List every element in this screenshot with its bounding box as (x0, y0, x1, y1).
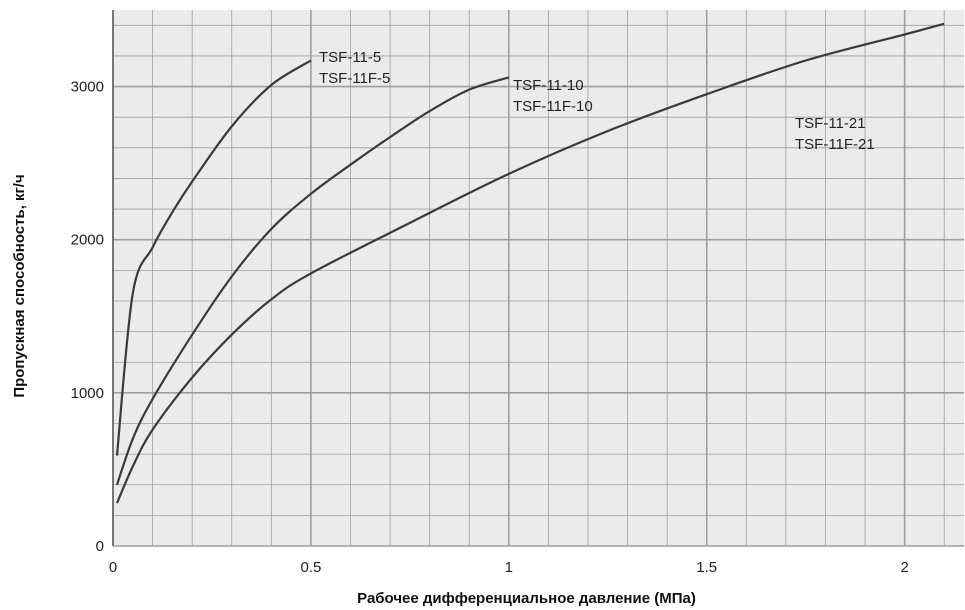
series-label-3: TSF-11-21 TSF-11F-21 (795, 115, 875, 153)
y-tick-label: 2000 (71, 232, 104, 249)
x-tick-label: 0.5 (300, 559, 321, 576)
series-label-line: TSF-11F-5 (319, 70, 390, 87)
x-tick-label: 1 (505, 559, 513, 576)
y-tick-labels: 0 1000 2000 3000 (71, 79, 104, 555)
y-axis-title: Пропускная способность, кг/ч (11, 174, 28, 397)
series-line-2 (115, 76, 510, 486)
x-tick-labels: 0 0.5 1 1.5 2 (109, 559, 909, 576)
grid (112, 10, 964, 547)
series-labels: TSF-11-5 TSF-11F-5 TSF-11-10 TSF-11F-10TSF-… (319, 49, 875, 153)
series-label-line: TSF-11-21 (795, 115, 866, 132)
x-tick-label: 1.5 (696, 559, 717, 576)
series-label-1: TSF-11-5 TSF-11F-5 (319, 49, 390, 87)
series-label-line: TSF-11-5 (319, 49, 381, 66)
x-axis-title: Рабочее дифференциальное давление (МПа) (357, 590, 696, 607)
plot-area (112, 10, 964, 547)
series-label-line: TSF-11F-10 (513, 98, 593, 115)
series-line-3 (115, 22, 945, 504)
y-tick-label: 0 (96, 538, 104, 555)
series-lines (115, 22, 945, 504)
y-tick-label: 3000 (71, 79, 104, 96)
y-tick-label: 1000 (71, 385, 104, 402)
series-label-line: TSF-11-10 (513, 77, 584, 94)
series-line-1 (115, 59, 312, 456)
series-label-line: TSF-11F-21 (795, 136, 875, 153)
x-tick-label: 0 (109, 559, 117, 576)
x-tick-label: 2 (900, 559, 908, 576)
series-label-2: TSF-11-10 TSF-11F-10 (513, 77, 593, 115)
